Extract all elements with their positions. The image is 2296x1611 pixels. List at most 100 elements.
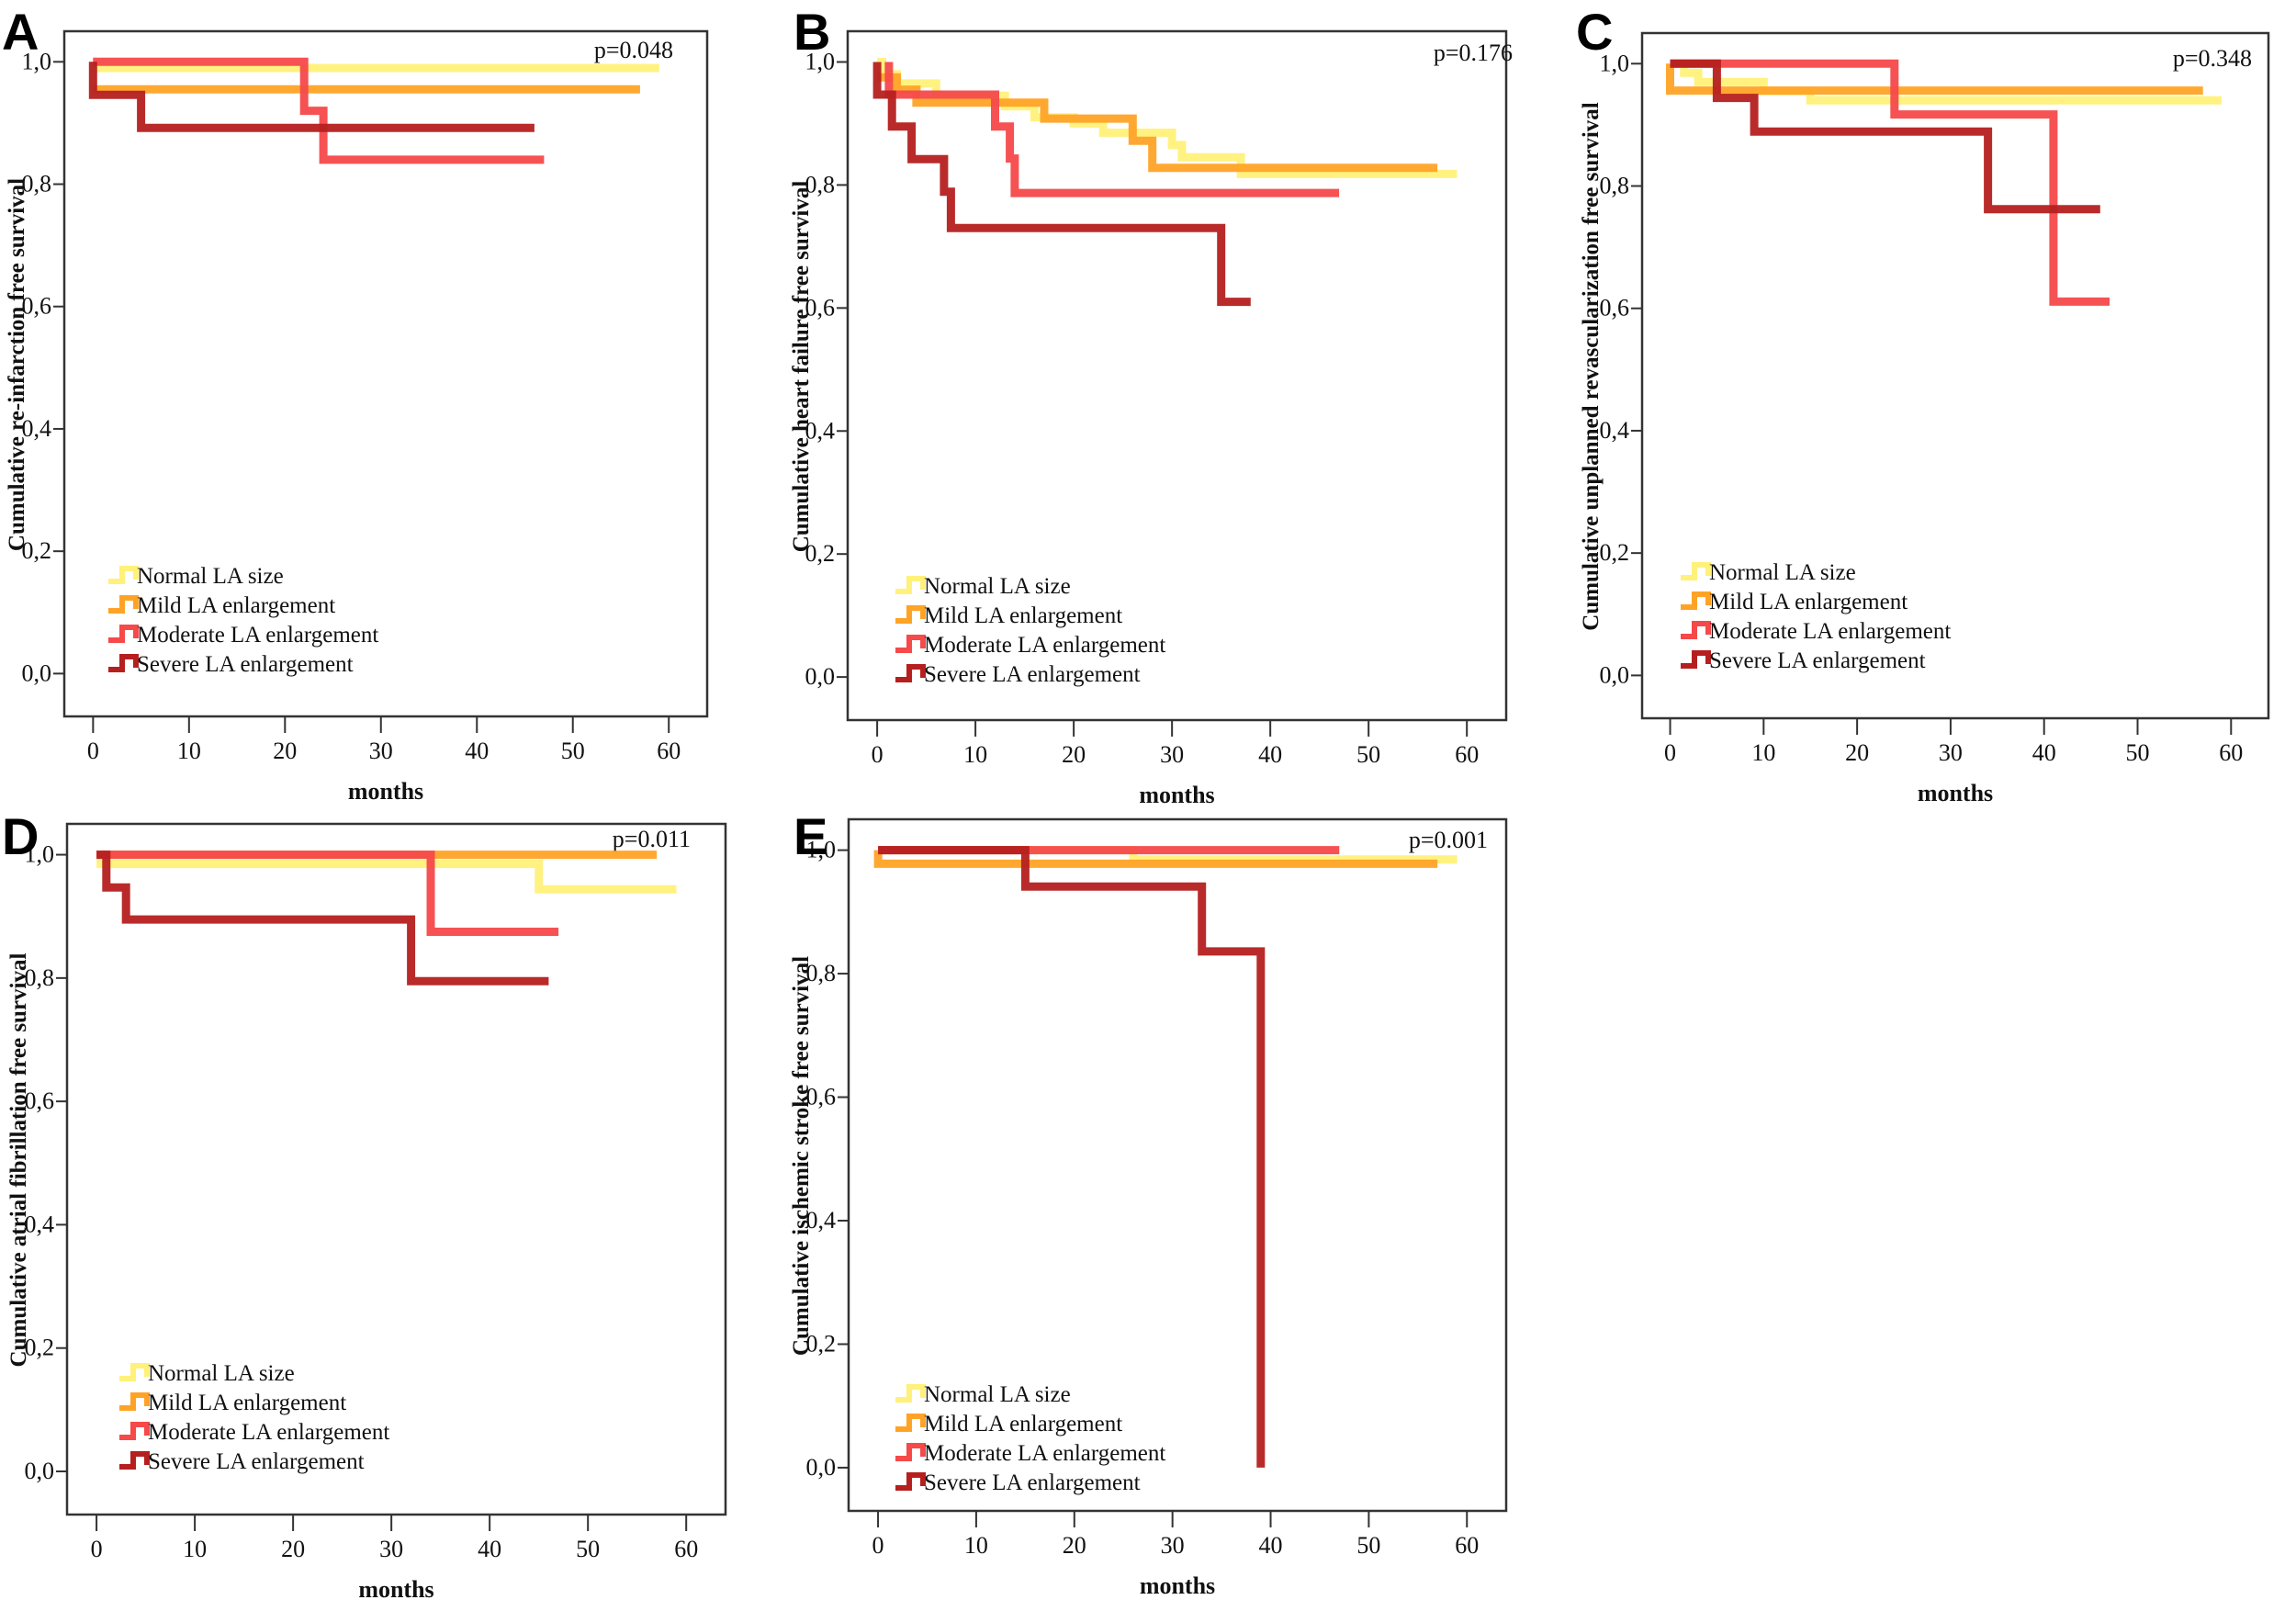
km-curve-moderate [884, 62, 1340, 197]
y-tick-label: 0,6 [22, 293, 52, 320]
y-tick-label: 0,6 [805, 294, 836, 321]
legend-item: Normal LA size [119, 1361, 295, 1386]
legend-swatch-icon [119, 1363, 150, 1381]
legend-item: Mild LA enlargement [119, 1391, 346, 1415]
legend-item: Moderate LA enlargement [108, 623, 378, 648]
legend-label: Mild LA enlargement [924, 603, 1122, 628]
y-tick-label: 0,2 [805, 540, 836, 567]
legend-item: Normal LA size [1681, 560, 1856, 585]
legend-label: Moderate LA enlargement [137, 623, 378, 648]
x-tick-label: 30 [1161, 1532, 1185, 1559]
panel-a: A 0,0 0,2 0,4 0,6 0,8 1,0 0 10 20 30 40 50 60 months C… [0, 0, 753, 808]
x-tick-label: 60 [657, 738, 681, 764]
y-tick-label: 0,4 [22, 415, 52, 442]
y-tick-label: 0,2 [806, 1330, 837, 1357]
x-tick-label: 10 [964, 1532, 988, 1559]
x-tick-label: 60 [1455, 741, 1479, 768]
x-axis-label: months [1918, 780, 1993, 806]
y-tick-label: 0,0 [22, 659, 52, 686]
legend-item: Normal LA size [895, 574, 1071, 599]
legend-label: Moderate LA enlargement [148, 1420, 389, 1445]
legend-label: Mild LA enlargement [1709, 590, 1908, 614]
legend-swatch-icon [119, 1451, 150, 1470]
x-axis-label: months [1140, 1572, 1215, 1599]
y-tick-label: 0,4 [1600, 417, 1630, 444]
y-tick-label: 1,0 [25, 841, 55, 868]
legend-swatch-icon [119, 1392, 150, 1411]
x-tick-label: 20 [1845, 739, 1869, 766]
y-tick-label: 0,0 [1600, 661, 1630, 688]
km-curve-severe [1670, 59, 2100, 214]
x-tick-label: 50 [1356, 1532, 1380, 1559]
y-tick-label: 0,6 [1600, 295, 1630, 321]
legend-label: Severe LA enlargement [924, 1470, 1141, 1495]
legend-item: Severe LA enlargement [119, 1449, 365, 1474]
x-tick-label: 50 [2125, 739, 2149, 766]
legend-swatch-icon [895, 1414, 926, 1432]
plot-frame [1640, 31, 2270, 720]
legend-swatch-icon [895, 1472, 926, 1491]
km-curve-severe [878, 846, 1266, 1468]
panel-letter: A [2, 3, 39, 61]
legend-label: Normal LA size [148, 1361, 295, 1386]
x-tick-label: 30 [369, 738, 393, 764]
x-tick-label: 30 [1160, 741, 1184, 768]
y-tick-label: 0,8 [22, 171, 52, 197]
legend-item: Mild LA enlargement [895, 1412, 1122, 1436]
y-tick-label: 0,8 [806, 960, 837, 986]
legend-item: Moderate LA enlargement [1681, 619, 1951, 644]
legend-swatch-icon [108, 595, 139, 614]
x-axis-label: months [1139, 782, 1214, 808]
x-axis-label: months [348, 778, 423, 805]
panel-b: B 0,0 0,2 0,4 0,6 0,8 1,0 0 10 20 30 40 50 60 months C… [781, 0, 1534, 808]
p-value-label: p=0.348 [2173, 45, 2252, 72]
legend-swatch-icon [1681, 621, 1711, 639]
y-tick-label: 0,0 [805, 663, 836, 690]
km-curve-mild [877, 73, 1438, 173]
legend-label: Severe LA enlargement [1709, 648, 1926, 673]
km-plot-a: 0,0 0,2 0,4 0,6 0,8 1,0 0 10 20 30 40 50 60 months Cum… [5, 29, 709, 805]
y-tick-label: 0,2 [1600, 539, 1630, 566]
legend-label: Moderate LA enlargement [1709, 619, 1951, 644]
legend-swatch-icon [895, 576, 926, 594]
x-tick-label: 0 [872, 741, 884, 768]
legend-swatch-icon [119, 1422, 150, 1440]
km-curve-moderate [93, 57, 545, 164]
plot-frame [847, 817, 1508, 1513]
km-curve-moderate [1670, 59, 2110, 306]
y-tick-label: 0,6 [25, 1087, 55, 1114]
legend-label: Mild LA enlargement [924, 1412, 1122, 1436]
y-axis-label: Cumulative heart failure free survival [789, 181, 814, 553]
panel-e: E 0,0 0,2 0,4 0,6 0,8 1,0 0 10 20 30 40 50 60 months C… [781, 799, 1534, 1606]
legend-label: Severe LA enlargement [148, 1449, 365, 1474]
x-tick-label: 40 [2032, 739, 2056, 766]
y-tick-label: 0,8 [805, 171, 836, 197]
y-tick-label: 0,8 [25, 964, 55, 991]
km-curve-normal [877, 58, 1458, 178]
legend-swatch-icon [895, 635, 926, 653]
km-plot-e: 0,0 0,2 0,4 0,6 0,8 1,0 0 10 20 30 40 50 60 months Cum… [789, 817, 1508, 1599]
legend-item: Normal LA size [108, 564, 284, 589]
p-value-label: p=0.176 [1434, 39, 1513, 66]
legend-label: Normal LA size [137, 564, 284, 589]
km-curve-severe [88, 62, 535, 132]
x-axis-label: months [358, 1576, 433, 1603]
x-tick-label: 0 [1664, 739, 1676, 766]
km-curve-mild [1666, 63, 2203, 96]
panel-letter: D [2, 807, 39, 865]
km-plot-b: 0,0 0,2 0,4 0,6 0,8 1,0 0 10 20 30 40 50 60 months Cum… [789, 29, 1513, 808]
legend-swatch-icon [895, 664, 926, 682]
km-curve-mild [873, 850, 1438, 868]
x-tick-label: 50 [561, 738, 585, 764]
x-tick-label: 0 [872, 1532, 884, 1559]
x-tick-label: 50 [576, 1536, 600, 1562]
p-value-label: p=0.011 [613, 826, 691, 852]
panel-c: C 0,0 0,2 0,4 0,6 0,8 1,0 0 10 20 30 40 50 60 months C… [1561, 0, 2296, 808]
x-tick-label: 60 [1455, 1532, 1479, 1559]
y-tick-label: 1,0 [805, 48, 836, 74]
legend-label: Moderate LA enlargement [924, 633, 1165, 658]
panel-letter: C [1576, 3, 1614, 61]
legend-label: Mild LA enlargement [137, 593, 335, 618]
km-plot-d: 0,0 0,2 0,4 0,6 0,8 1,0 0 10 20 30 40 50 60 months Cum… [6, 822, 727, 1603]
panel-letter: E [793, 807, 828, 865]
